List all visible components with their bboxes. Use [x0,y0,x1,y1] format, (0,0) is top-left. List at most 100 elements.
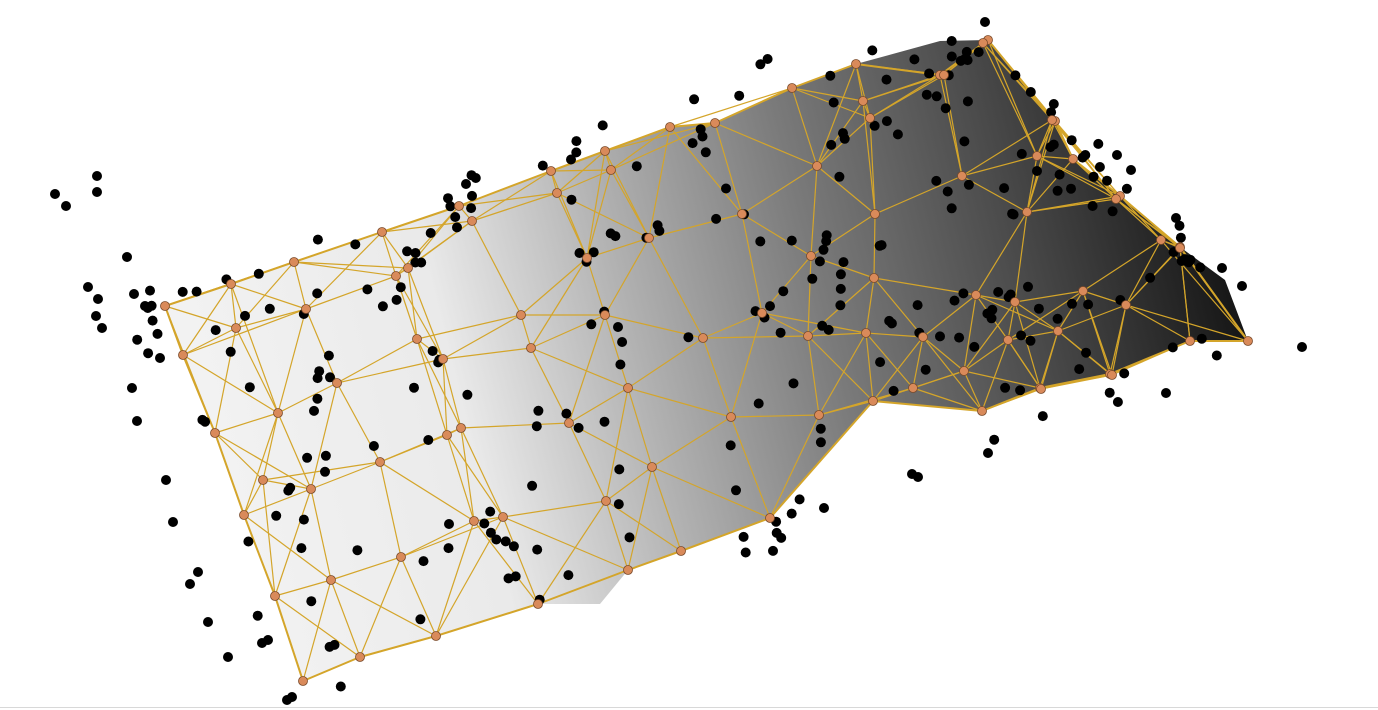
scatter-point [835,283,846,294]
mesh-edge [1115,198,1181,249]
scatter-point [711,213,722,224]
mesh-vertices [160,35,1253,686]
scatter-point [740,547,751,558]
mesh-vertex [403,263,413,273]
scatter-point [143,348,154,359]
mesh-edge [310,461,381,490]
mesh-boundary-edge [435,603,539,637]
mesh-edge [277,308,307,414]
scatter-point [91,311,101,321]
mesh-edge [471,170,552,222]
scatter-point [999,183,1010,194]
mesh-vertex [851,59,861,69]
scatter-point [1083,299,1094,310]
mesh-vertex [737,209,747,219]
mesh-vertex [698,333,708,343]
mesh-edge [330,579,437,637]
mesh-edge [627,466,653,571]
mesh-edge [912,387,983,412]
mesh-edge [865,332,874,402]
mesh-edge [1014,301,1059,332]
mesh-vertex [239,510,249,520]
mesh-vertex [939,70,949,80]
mesh-boundary-edge [1039,373,1111,389]
mesh-edge [648,237,704,339]
scatter-point [912,300,923,311]
mesh-edge [741,213,812,257]
mesh-edge [182,308,307,356]
scatter-point [613,322,623,332]
scatter-point [1046,107,1057,118]
mesh-edge [460,422,570,429]
mesh-edge [1125,239,1162,306]
scatter-point [391,294,402,305]
mesh-edge [862,74,945,102]
scatter-point [738,531,749,542]
scatter-point [963,179,974,190]
scatter-point [574,248,585,258]
mesh-vertex [412,334,422,344]
mesh-edge [922,336,965,372]
scatter-point [93,294,103,304]
mesh-edge [761,312,867,334]
mesh-edge [963,370,983,412]
scatter-point [876,240,887,251]
scatter-point [624,532,635,543]
scatter-point [788,378,799,389]
scatter-point [892,129,903,140]
scatter-point [320,450,331,461]
mesh-vertex [623,565,633,575]
scatter-point [1054,169,1065,180]
mesh-edge [1036,155,1117,200]
scatter-point [1032,166,1042,176]
scatter-point [92,171,102,181]
scatter-point [605,228,616,239]
mesh-vertex [869,273,879,283]
mesh-boundary-edge [791,63,857,89]
scatter-point [146,300,157,311]
mesh-edge [471,220,522,316]
mesh-edge [460,427,504,518]
scatter-point [285,482,296,493]
mesh-edge [1125,304,1249,342]
scatter-point [835,300,846,311]
mesh-boundary-edge [164,305,184,356]
scatter-point [1025,87,1036,97]
scatter-point [881,116,892,127]
mesh-edge [274,579,332,597]
scatter-point [614,464,625,475]
mesh-vertex [306,484,316,494]
mesh-edge [1014,290,1084,303]
mesh-vertex [298,676,308,686]
scatter-point [776,532,787,543]
scatter-point [1025,335,1036,346]
mesh-boundary-edge [302,656,361,682]
mesh-edge [605,387,629,502]
mesh-edge [975,211,1028,296]
mesh-edge [912,370,965,389]
scatter-point [807,273,818,284]
scatter-point [1033,303,1044,314]
scatter-point [427,346,438,356]
scatter-point [597,120,608,131]
mesh-vertex [355,652,365,662]
mesh-edge [277,382,338,414]
mesh-edge [961,155,1038,177]
scatter-point [466,203,477,214]
scatter-point [955,55,966,66]
scatter-point [1161,388,1171,398]
mesh-boundary-edge [604,126,671,152]
scatter-point [532,544,543,555]
mesh-edge [922,336,983,412]
mesh-edge [627,387,653,468]
scatter-point [765,301,775,312]
mesh-vertex [623,383,633,393]
mesh-boundary-edge [381,205,460,233]
scatter-point [875,357,886,368]
mesh-edge [1057,304,1127,332]
scatter-point [786,235,797,246]
mesh-edge [761,312,809,337]
mesh-boundary-edge [627,550,682,571]
scatter-point [1171,213,1181,223]
scatter-point [924,68,935,79]
